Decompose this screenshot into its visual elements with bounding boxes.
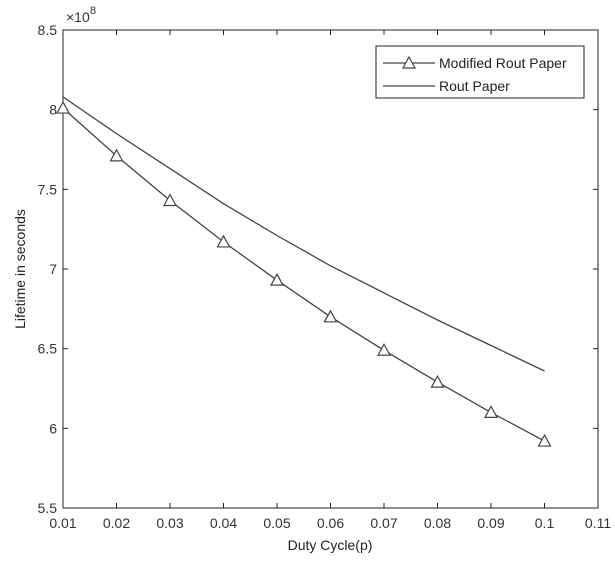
y-tick-label: 6.5: [38, 341, 58, 357]
x-tick-label: 0.1: [535, 515, 555, 531]
data-point-modified-rout-paper: [483, 405, 499, 418]
y-multiplier-label: ×10: [66, 9, 90, 25]
data-point-modified-rout-paper: [55, 100, 71, 114]
series-line-rout-paper: [62, 96, 545, 372]
data-point-modified-rout-paper: [109, 148, 124, 162]
series-line-modified-rout-paper: [62, 107, 545, 442]
legend-marker-modified-rout-paper: [401, 55, 417, 69]
y-tick-label: 5.5: [38, 500, 58, 516]
data-point-modified-rout-paper: [269, 272, 285, 286]
data-point-modified-rout-paper: [430, 374, 445, 388]
y-tick-label: 6: [49, 420, 57, 436]
legend-label-rout-paper: Rout Paper: [439, 78, 510, 94]
x-tick-label: 0.11: [585, 515, 611, 531]
x-tick-label: 0.05: [263, 515, 290, 531]
y-tick-label: 7: [49, 261, 57, 277]
y-tick-label: 7.5: [38, 181, 58, 197]
x-axis-label: Duty Cycle(p): [288, 537, 373, 553]
data-point-modified-rout-paper: [162, 193, 178, 207]
x-tick-label: 0.04: [210, 515, 237, 531]
data-point-modified-rout-paper: [323, 309, 338, 323]
data-point-modified-rout-paper: [537, 433, 552, 447]
data-point-modified-rout-paper: [216, 234, 231, 248]
x-tick-label: 0.01: [49, 515, 76, 531]
x-tick-label: 0.08: [424, 515, 451, 531]
x-tick-label: 0.06: [317, 515, 344, 531]
y-tick-label: 8: [49, 102, 57, 118]
plot-area: [62, 29, 599, 509]
x-tick-label: 0.02: [103, 515, 130, 531]
legend: Modified Rout Paper Rout Paper: [375, 45, 585, 99]
data-point-modified-rout-paper: [376, 343, 392, 356]
x-tick-label: 0.09: [477, 515, 504, 531]
x-tick-label: 0.03: [156, 515, 183, 531]
legend-box: [375, 45, 585, 99]
y-tick-label: 8.5: [38, 22, 58, 38]
y-axis-label: Lifetime in seconds: [12, 209, 28, 329]
y-multiplier-exponent: 8: [90, 5, 96, 17]
legend-label-modified-rout-paper: Modified Rout Paper: [439, 55, 567, 71]
x-tick-label: 0.07: [370, 515, 397, 531]
y-multiplier: ×10 8: [66, 5, 96, 25]
